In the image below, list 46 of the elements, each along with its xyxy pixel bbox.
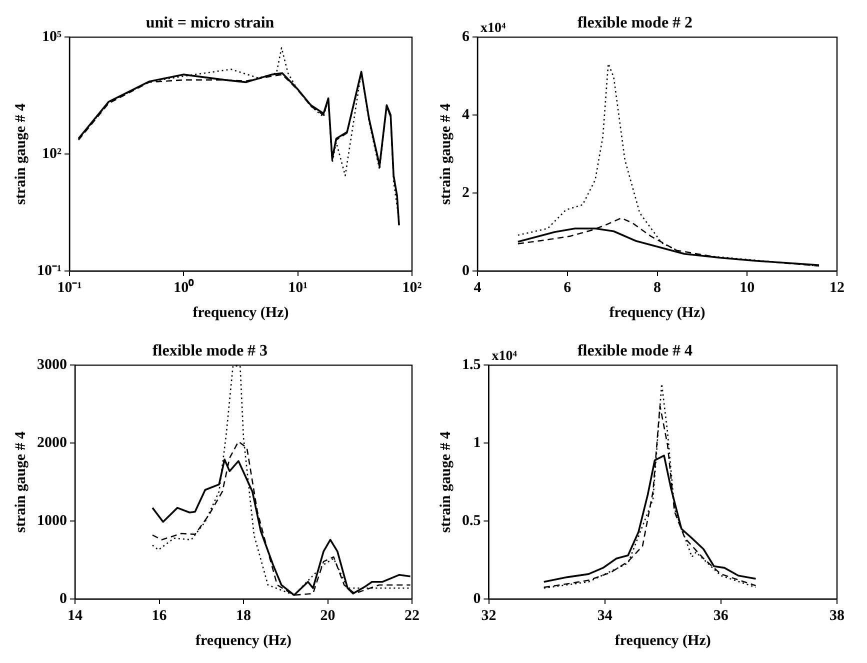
y-tick-label: 1.5 [462, 357, 481, 374]
y-tick-label: 0 [473, 590, 481, 607]
x-tick-label: 6 [564, 280, 572, 296]
y-tick-label: 10² [42, 146, 62, 162]
y-axis-title: strain gauge # 4 [438, 102, 454, 205]
y-tick-label: 4 [462, 107, 470, 124]
x-axis-title: frequency (Hz) [192, 304, 289, 321]
y-axis-title: strain gauge # 4 [12, 102, 29, 205]
x-tick-label: 16 [152, 608, 168, 624]
y-tick-label: 10⁻¹ [36, 262, 62, 279]
y-tick-label: 10⁵ [42, 29, 62, 46]
y-tick-label: 0.5 [462, 512, 481, 529]
x-tick-label: 20 [320, 608, 336, 624]
chart-title: unit = micro strain [146, 14, 274, 32]
text: x10⁴ [492, 348, 518, 364]
y-tick-label: 1000 [37, 512, 67, 529]
x-axis-title: frequency (Hz) [609, 304, 706, 321]
chart-title: flexible mode # 4 [577, 342, 693, 360]
x-tick-label: 10¹ [288, 280, 308, 296]
y-tick-label: 2000 [37, 435, 67, 452]
y-tick-label: 3000 [37, 357, 67, 374]
x-tick-label: 34 [597, 608, 613, 624]
x-tick-label: 36 [713, 608, 729, 624]
x-tick-label: 32 [481, 608, 496, 624]
chart-title: flexible mode # 2 [577, 14, 693, 32]
text: x10⁴ [480, 20, 506, 36]
x-tick-label: 14 [68, 608, 83, 624]
x-tick-label: 12 [830, 280, 844, 296]
y-tick-label: 2 [462, 184, 470, 201]
y-axis-title: strain gauge # 4 [12, 430, 29, 533]
x-tick-label: 10 [740, 280, 755, 296]
x-tick-label: 10⁻¹ [57, 280, 82, 296]
y-tick-label: 0 [462, 262, 470, 279]
x-tick-label: 22 [404, 608, 420, 624]
x-tick-label: 10⁰ [174, 278, 195, 296]
y-axis-title: strain gauge # 4 [438, 430, 454, 533]
y-tick-label: 0 [60, 590, 67, 607]
x-tick-label: 10² [402, 280, 422, 296]
chart-title: flexible mode # 3 [152, 342, 268, 360]
y-tick-label: 6 [462, 29, 470, 46]
y-tick-label: 1 [473, 435, 481, 452]
x-axis-title: frequency (Hz) [614, 632, 711, 649]
x-tick-label: 18 [236, 608, 251, 624]
x-tick-label: 38 [830, 608, 844, 624]
x-axis-title: frequency (Hz) [196, 632, 292, 649]
x-tick-label: 8 [654, 280, 661, 296]
